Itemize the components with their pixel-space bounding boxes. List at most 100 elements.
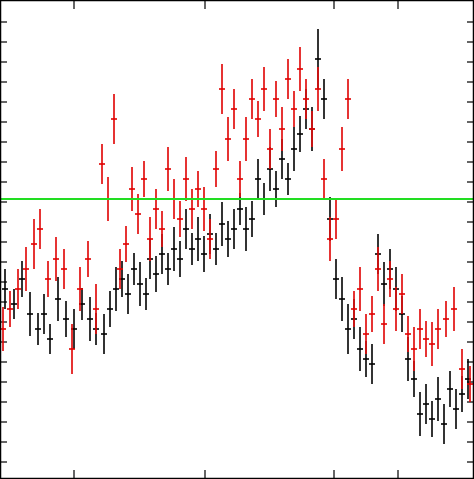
- data-point-red-54: [345, 79, 351, 119]
- data-point-black-27: [183, 209, 189, 249]
- data-point-red-45: [291, 91, 297, 127]
- data-point-red-34: [225, 117, 231, 161]
- data-point-black-7: [55, 277, 61, 321]
- data-point-black-13: [101, 314, 107, 354]
- data-point-red-26: [177, 201, 183, 237]
- data-point-black-70: [441, 404, 447, 444]
- data-point-black-67: [423, 384, 429, 424]
- data-point-black-28: [189, 233, 195, 265]
- data-point-black-25: [171, 227, 177, 271]
- data-point-red-42: [273, 81, 279, 117]
- data-point-black-71: [447, 371, 453, 407]
- data-point-red-9: [69, 324, 75, 374]
- data-point-black-4: [35, 313, 41, 345]
- data-point-black-15: [113, 267, 119, 311]
- data-point-black-58: [369, 344, 375, 384]
- data-point-black-52: [333, 259, 339, 299]
- data-point-black-38: [249, 201, 255, 237]
- data-point-black-45: [291, 127, 297, 171]
- data-point-black-35: [231, 209, 237, 249]
- data-point-red-69: [435, 309, 441, 349]
- data-point-red-6: [45, 261, 51, 297]
- data-point-black-66: [417, 392, 423, 436]
- data-point-black-24: [165, 253, 171, 285]
- data-point-red-49: [315, 67, 321, 111]
- data-point-red-8: [61, 249, 67, 289]
- data-point-black-6: [47, 324, 53, 354]
- data-point-red-39: [255, 101, 261, 137]
- data-point-red-32: [213, 151, 219, 187]
- data-point-red-65: [411, 327, 417, 371]
- data-point-black-0: [2, 269, 8, 309]
- data-point-red-3: [23, 247, 29, 291]
- data-point-black-42: [273, 171, 279, 207]
- data-point-black-39: [255, 159, 261, 199]
- data-point-red-70: [443, 301, 449, 337]
- data-point-black-72: [453, 389, 459, 429]
- data-point-red-43: [279, 107, 285, 151]
- data-point-black-30: [201, 236, 207, 272]
- data-point-black-60: [381, 262, 387, 306]
- data-point-black-56: [357, 327, 363, 371]
- data-point-black-54: [345, 304, 351, 354]
- data-point-red-16: [117, 249, 123, 289]
- series-red: [0, 47, 473, 402]
- data-point-red-7: [53, 237, 59, 281]
- data-point-red-46: [297, 47, 303, 91]
- data-point-black-22: [153, 256, 159, 292]
- data-point-black-5: [41, 294, 47, 334]
- data-point-black-8: [63, 301, 69, 337]
- data-point-red-21: [147, 217, 153, 261]
- data-point-red-48: [309, 111, 315, 147]
- data-point-black-18: [131, 253, 137, 285]
- data-point-red-27: [183, 157, 189, 201]
- data-point-red-30: [201, 187, 207, 231]
- data-point-black-1: [11, 289, 17, 319]
- data-point-red-52: [333, 199, 339, 239]
- data-point-red-33: [219, 64, 225, 114]
- data-point-red-67: [423, 321, 429, 357]
- data-point-black-19: [137, 262, 143, 306]
- data-point-red-73: [467, 366, 473, 402]
- data-point-red-12: [93, 284, 99, 334]
- data-point-black-68: [429, 401, 435, 437]
- data-point-red-5: [37, 209, 43, 249]
- data-point-black-53: [339, 277, 345, 321]
- data-point-red-59: [375, 247, 381, 291]
- data-point-red-31: [207, 219, 213, 259]
- data-point-red-55: [351, 291, 357, 327]
- data-point-red-17: [123, 226, 129, 262]
- data-point-red-47: [303, 79, 309, 119]
- data-point-red-58: [369, 296, 375, 332]
- data-point-black-50: [321, 79, 327, 119]
- data-point-red-40: [261, 67, 267, 111]
- data-point-red-29: [195, 171, 201, 207]
- data-point-red-60: [381, 304, 387, 344]
- data-point-black-29: [195, 217, 201, 261]
- data-point-red-2: [15, 269, 21, 309]
- data-point-black-44: [285, 163, 291, 195]
- data-point-red-11: [85, 241, 91, 277]
- data-point-red-72: [459, 349, 465, 389]
- data-point-red-23: [159, 211, 165, 247]
- data-point-red-36: [237, 161, 243, 197]
- data-point-red-66: [417, 309, 423, 349]
- data-point-red-20: [141, 161, 147, 197]
- data-point-black-3: [27, 292, 33, 336]
- data-point-red-51: [327, 217, 333, 261]
- data-point-red-61: [387, 261, 393, 297]
- data-point-red-18: [129, 167, 135, 211]
- data-point-red-41: [267, 129, 273, 169]
- data-point-red-4: [31, 219, 37, 269]
- data-point-black-32: [213, 233, 219, 265]
- data-point-red-53: [339, 127, 345, 171]
- data-point-black-46: [297, 116, 303, 152]
- data-point-red-28: [189, 189, 195, 229]
- data-point-red-10: [77, 267, 83, 311]
- data-point-black-14: [107, 291, 113, 327]
- data-point-red-71: [451, 287, 457, 331]
- data-point-red-68: [429, 322, 435, 366]
- data-point-red-24: [165, 147, 171, 191]
- data-point-black-26: [177, 241, 183, 277]
